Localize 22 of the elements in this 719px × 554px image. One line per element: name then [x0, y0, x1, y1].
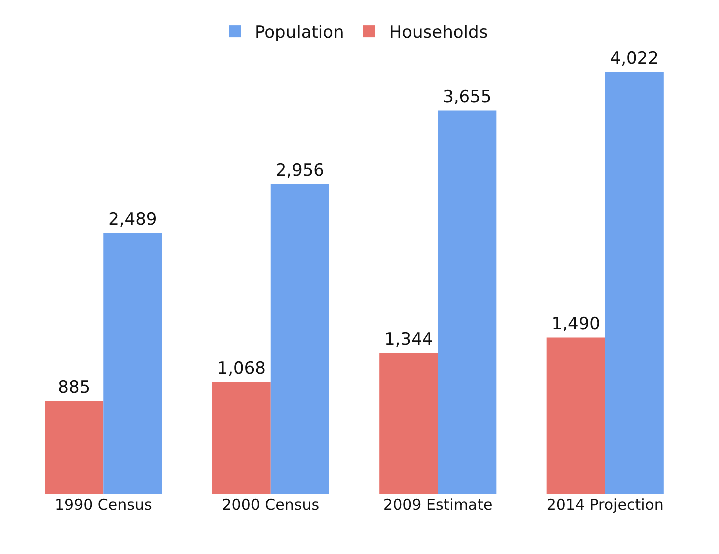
- data-label: 4,022: [610, 49, 659, 70]
- bar: [546, 338, 606, 494]
- legend-label: Population: [255, 23, 344, 44]
- bar: [270, 184, 330, 494]
- bar: [104, 232, 162, 494]
- x-tick-label: 1990 Census: [54, 496, 152, 514]
- data-label: 2,489: [108, 210, 158, 230]
- data-label: 2,956: [276, 160, 324, 181]
- data-label: 885: [58, 378, 91, 398]
- data-label: 3,655: [443, 88, 492, 108]
- bar: [212, 382, 271, 494]
- legend-label: Households: [389, 23, 488, 44]
- bar: [380, 353, 438, 494]
- data-label: 1,068: [217, 359, 266, 379]
- bar: [45, 401, 104, 494]
- x-tick-label: 2014 Projection: [546, 496, 664, 514]
- data-label: 1,344: [384, 330, 434, 350]
- data-label: 1,490: [552, 314, 600, 335]
- bar: [605, 72, 664, 494]
- x-tick-label: 2009 Estimate: [384, 496, 493, 514]
- bar: [438, 110, 497, 494]
- x-tick-label: 2000 Census: [222, 496, 320, 514]
